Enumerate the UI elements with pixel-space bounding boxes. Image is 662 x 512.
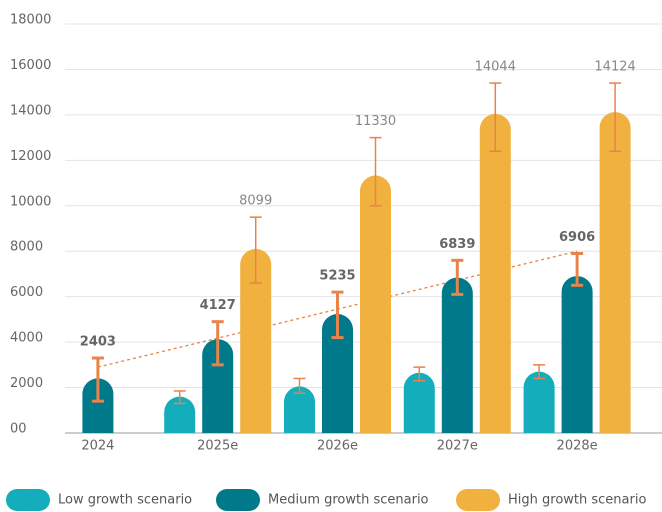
value-label: 11330 xyxy=(355,114,396,129)
bar xyxy=(202,339,234,433)
error-bar xyxy=(571,251,584,287)
legend-label: High growth scenario xyxy=(508,493,646,508)
error-bar xyxy=(489,82,502,152)
x-tick-label: 2027e xyxy=(437,439,478,454)
value-label: 8099 xyxy=(239,194,272,209)
bar xyxy=(599,112,631,433)
legend-swatch xyxy=(216,489,260,511)
error-bar xyxy=(211,320,224,367)
y-tick-label: 00 xyxy=(10,422,27,437)
error-bar xyxy=(369,136,382,207)
y-tick-label: 16000 xyxy=(10,58,51,73)
y-tick-label: 14000 xyxy=(10,103,51,118)
x-tick-label: 2028e xyxy=(557,439,598,454)
x-tick-label: 2026e xyxy=(317,439,358,454)
y-tick-label: 2000 xyxy=(10,376,43,391)
bar xyxy=(82,378,114,433)
bar xyxy=(441,277,473,433)
bar xyxy=(403,372,435,433)
bar xyxy=(523,371,555,433)
error-bar xyxy=(249,216,262,284)
error-bar xyxy=(609,82,622,152)
bar xyxy=(360,175,391,433)
y-tick-label: 4000 xyxy=(10,331,43,346)
legend-item: Medium growth scenario xyxy=(216,489,429,511)
error-bar xyxy=(293,377,306,394)
value-label: 5235 xyxy=(319,269,355,284)
legend-item: Low growth scenario xyxy=(6,489,192,511)
bar xyxy=(284,386,315,433)
value-label: 14124 xyxy=(594,60,635,75)
x-tick-label: 2024 xyxy=(81,439,114,454)
legend-item: High growth scenario xyxy=(456,489,646,511)
legend-swatch xyxy=(456,489,500,511)
legend-label: Medium growth scenario xyxy=(268,493,429,508)
value-label: 2403 xyxy=(80,335,116,350)
error-bar xyxy=(91,356,104,403)
error-bar xyxy=(533,364,546,380)
error-bar xyxy=(451,258,464,296)
legend-swatch xyxy=(6,489,50,511)
y-tick-label: 8000 xyxy=(10,240,43,255)
bar xyxy=(479,113,511,434)
bar xyxy=(240,248,272,433)
bar xyxy=(561,276,593,433)
error-bar xyxy=(413,366,426,382)
legend-label: Low growth scenario xyxy=(58,493,192,508)
bar xyxy=(322,314,353,433)
y-tick-label: 10000 xyxy=(10,194,51,209)
value-label: 6906 xyxy=(559,230,595,245)
value-label: 4127 xyxy=(200,298,236,313)
x-tick-label: 2025e xyxy=(197,439,238,454)
bar xyxy=(164,396,196,433)
value-label: 14044 xyxy=(475,60,516,75)
error-bar xyxy=(173,390,186,405)
y-tick-label: 6000 xyxy=(10,285,43,300)
y-tick-label: 18000 xyxy=(10,13,51,28)
value-label: 6839 xyxy=(439,237,475,252)
error-bar xyxy=(331,290,344,340)
y-tick-label: 12000 xyxy=(10,149,51,164)
